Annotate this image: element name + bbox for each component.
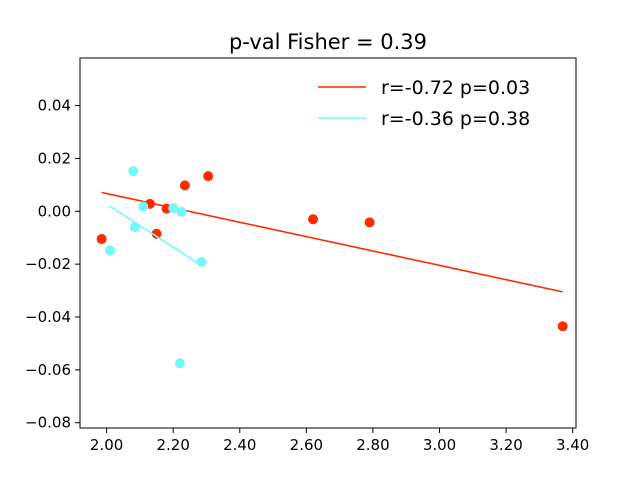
x-axis: 2.00 2.20 2.40 2.60 2.80 3.00 3.20 3.40 bbox=[90, 428, 589, 454]
plot-frame bbox=[79, 57, 577, 429]
x-tick-label: 2.60 bbox=[290, 436, 323, 454]
x-tick-label: 3.40 bbox=[556, 436, 589, 454]
chart-title: p-val Fisher = 0.39 bbox=[229, 30, 427, 54]
x-tick-label: 3.00 bbox=[423, 436, 456, 454]
y-tick-label: 0.00 bbox=[38, 202, 71, 220]
series-1-point bbox=[557, 321, 568, 332]
series-1-point bbox=[179, 180, 190, 191]
y-tick-label: −0.06 bbox=[25, 361, 71, 379]
x-tick-label: 2.00 bbox=[90, 436, 123, 454]
series-1-point bbox=[203, 171, 214, 182]
x-tick-label: 3.20 bbox=[489, 436, 522, 454]
y-tick-label: 0.04 bbox=[38, 97, 71, 115]
series-2-point bbox=[174, 358, 185, 369]
x-tick-label: 2.20 bbox=[157, 436, 190, 454]
series-2-point bbox=[128, 166, 139, 177]
y-tick-label: 0.02 bbox=[38, 149, 71, 167]
series-2-point bbox=[196, 257, 207, 268]
series-2-point bbox=[138, 201, 149, 212]
series-2-point bbox=[129, 222, 140, 233]
plot-area bbox=[96, 166, 568, 369]
x-tick-label: 2.80 bbox=[356, 436, 389, 454]
legend-label: r=-0.36 p=0.38 bbox=[381, 108, 530, 130]
series-2-point bbox=[168, 203, 179, 214]
series-1-point bbox=[151, 228, 162, 239]
legend: r=-0.72 p=0.03 r=-0.36 p=0.38 bbox=[318, 77, 530, 130]
y-tick-label: −0.02 bbox=[25, 255, 71, 273]
series-2-fit-line bbox=[109, 205, 202, 267]
x-tick-label: 2.40 bbox=[223, 436, 256, 454]
y-tick-label: −0.04 bbox=[25, 308, 71, 326]
series-1-point bbox=[308, 214, 319, 225]
series-2-point bbox=[104, 245, 115, 256]
legend-label: r=-0.72 p=0.03 bbox=[381, 77, 530, 99]
series-2-point bbox=[176, 206, 187, 217]
series-1-point bbox=[96, 234, 107, 245]
series-1-point bbox=[364, 217, 375, 228]
y-tick-label: −0.08 bbox=[25, 414, 71, 432]
y-axis: −0.08 −0.06 −0.04 −0.02 0.00 0.02 0.04 bbox=[25, 97, 80, 432]
